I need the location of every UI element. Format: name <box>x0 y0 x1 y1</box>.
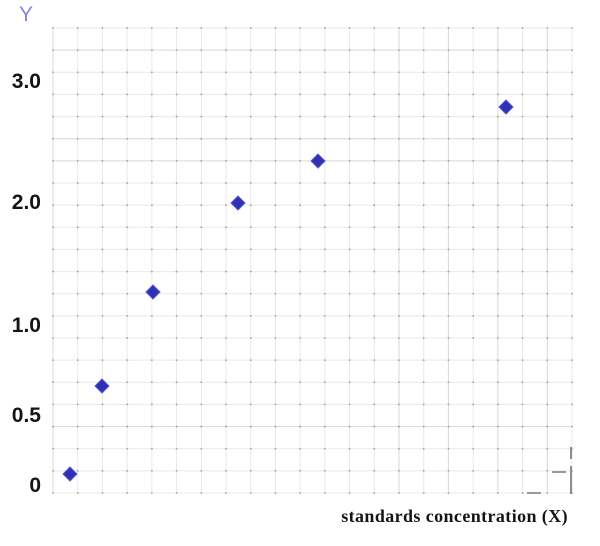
y-tick-label-0.5: 0.5 <box>11 404 41 427</box>
broken-box-watermark-right-bottom <box>570 466 572 494</box>
y-tick-label-1.0: 1.0 <box>11 314 41 337</box>
x-axis-title: standards concentration (X) <box>341 506 568 526</box>
data-point-diamond <box>498 99 514 115</box>
broken-box-watermark-right-top <box>570 447 572 459</box>
data-point-diamond <box>230 195 246 211</box>
data-point-diamond <box>145 284 161 300</box>
y-axis-title: Y <box>19 3 34 26</box>
broken-box-watermark-middle-dash <box>552 471 566 473</box>
y-tick-label-3.0: 3.0 <box>11 70 41 93</box>
y-tick-label-0: 0 <box>29 474 41 497</box>
y-tick-label-2.0: 2.0 <box>11 191 41 214</box>
data-point-diamond <box>94 378 110 394</box>
data-point-diamond <box>62 466 78 482</box>
data-point-diamond <box>310 153 326 169</box>
broken-box-watermark-bottom-dash <box>527 492 541 494</box>
